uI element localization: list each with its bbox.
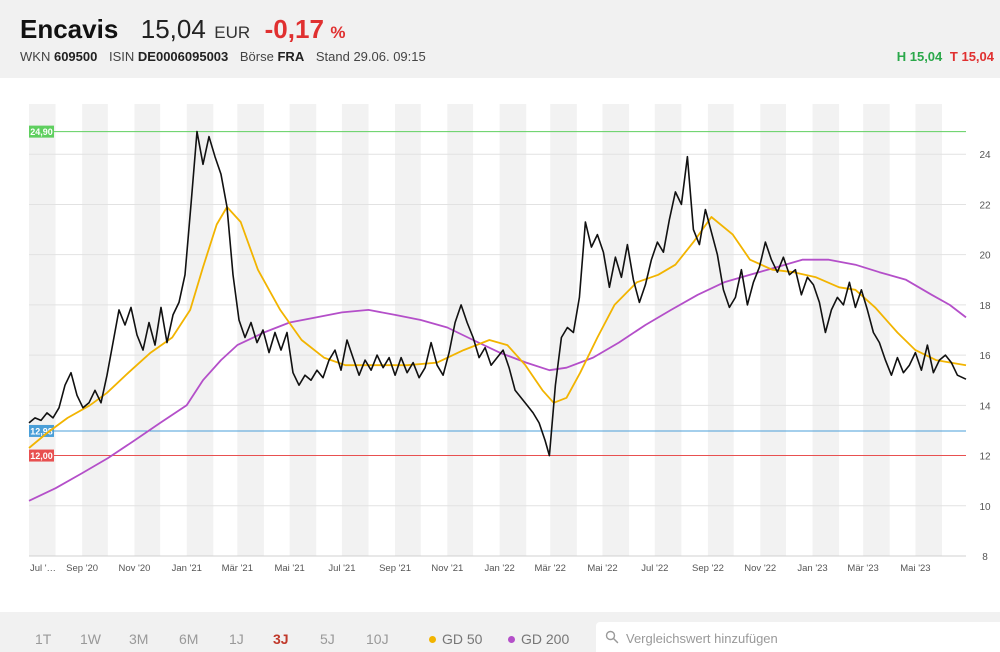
- stand-label: Stand: [315, 49, 350, 64]
- chart-footer: 1T 1W 3M 6M 1J 3J 5J 10J GD 50 GD 200: [0, 612, 1000, 652]
- y-tick-label: 14: [979, 401, 991, 412]
- month-band: [760, 104, 786, 556]
- search-icon: [605, 630, 619, 644]
- indicator-dot: [429, 636, 436, 643]
- reference-tag: [29, 125, 54, 138]
- day-low: T 15,04: [949, 49, 994, 64]
- month-band: [863, 104, 890, 556]
- x-tick-label: Sep '22: [692, 563, 724, 574]
- exchange-value: FRA: [277, 49, 305, 64]
- range-1j[interactable]: 1J: [229, 631, 244, 647]
- month-band: [915, 104, 942, 556]
- y-tick-label: 10: [979, 502, 991, 513]
- month-band: [550, 104, 577, 556]
- range-5j[interactable]: 5J: [320, 631, 335, 647]
- price-chart[interactable]: 8 10 12 14 16 18 20 22 24 Jul '… Sep '20 Nov '20 Jan…: [0, 78, 1000, 612]
- y-tick-label: 16: [979, 351, 991, 362]
- compare-search-input[interactable]: [624, 626, 988, 650]
- exchange-label: Börse: [239, 49, 274, 64]
- reference-label: 24,90: [30, 127, 53, 137]
- month-band: [186, 104, 214, 556]
- indicator-label: GD 50: [442, 631, 483, 647]
- indicator-gd-200[interactable]: GD 200: [508, 631, 569, 647]
- range-1t[interactable]: 1T: [35, 631, 52, 647]
- gd200-line: [28, 258, 967, 502]
- x-tick-label: Nov '21: [431, 563, 463, 574]
- indicator-label: GD 200: [521, 631, 570, 647]
- reference-label: 12,00: [30, 451, 53, 461]
- x-tick-label: Sep '21: [379, 563, 411, 574]
- x-tick-label: Jul '21: [328, 563, 355, 574]
- y-tick-label: 22: [979, 200, 991, 211]
- x-tick-label: Jan '23: [797, 563, 827, 574]
- range-3m[interactable]: 3M: [129, 631, 149, 647]
- indicator-gd-50[interactable]: GD 50: [429, 631, 482, 647]
- high-low: H 15,04 T 15,04: [897, 49, 994, 64]
- gd50-line: [28, 206, 967, 449]
- range-10j[interactable]: 10J: [366, 631, 389, 647]
- y-tick-label: 18: [979, 301, 991, 312]
- y-tick-label: 8: [982, 552, 988, 563]
- x-tick-label: Nov '20: [118, 563, 150, 574]
- wkn-value: 609500: [53, 49, 98, 64]
- price-change-unit: %: [330, 23, 346, 42]
- y-tick-label: 20: [979, 251, 991, 262]
- price-change: -0,17: [264, 14, 324, 44]
- stand-value: 29.06. 09:15: [353, 49, 426, 64]
- month-band: [707, 104, 734, 556]
- month-band: [499, 104, 527, 556]
- month-band: [237, 104, 264, 556]
- reference-label: 12,98: [30, 426, 53, 436]
- x-tick-label: Jul '22: [641, 563, 668, 574]
- price-currency: EUR: [214, 23, 251, 42]
- title-row: Encavis 15,04 EUR -0,17 %: [20, 14, 345, 45]
- month-band: [654, 104, 682, 556]
- x-tick-label: Mär '21: [222, 563, 253, 574]
- day-high: H 15,04: [896, 49, 943, 64]
- x-tick-label: Nov '22: [744, 563, 776, 574]
- x-tick-label: Mai '22: [587, 563, 617, 574]
- quote-header: Encavis 15,04 EUR -0,17 % WKN 609500 ISI…: [0, 0, 1000, 78]
- isin-label: ISIN: [108, 49, 135, 64]
- month-band: [341, 104, 369, 556]
- stock-name: Encavis: [20, 14, 119, 44]
- x-tick-label: Mär '22: [535, 563, 566, 574]
- y-tick-label: 12: [979, 452, 991, 463]
- range-6m[interactable]: 6M: [179, 631, 199, 647]
- x-tick-label: Mai '21: [274, 563, 304, 574]
- month-band: [29, 104, 56, 556]
- range-3j[interactable]: 3J: [273, 631, 289, 647]
- reference-tag: [29, 424, 54, 437]
- indicator-dot: [508, 636, 515, 643]
- month-band: [602, 104, 630, 556]
- x-tick-label: Sep '20: [66, 563, 98, 574]
- month-band: [82, 104, 108, 556]
- x-tick-label: Mär '23: [847, 563, 878, 574]
- stock-price: 15,04: [140, 14, 206, 44]
- x-tick-label: Jul '…: [30, 563, 56, 574]
- reference-tag: [29, 449, 54, 462]
- y-tick-label: 24: [979, 150, 991, 161]
- x-tick-label: Jan '21: [172, 563, 202, 574]
- compare-search[interactable]: [596, 622, 1000, 652]
- x-tick-label: Jan '22: [484, 563, 514, 574]
- isin-value: DE0006095003: [137, 49, 229, 64]
- x-tick-label: Mai '23: [900, 563, 930, 574]
- price-line: [28, 130, 967, 457]
- wkn-label: WKN: [20, 49, 51, 64]
- range-1w[interactable]: 1W: [80, 631, 101, 647]
- stock-meta: WKN 609500 ISIN DE0006095003 Börse FRA S…: [20, 49, 426, 64]
- month-band: [395, 104, 421, 556]
